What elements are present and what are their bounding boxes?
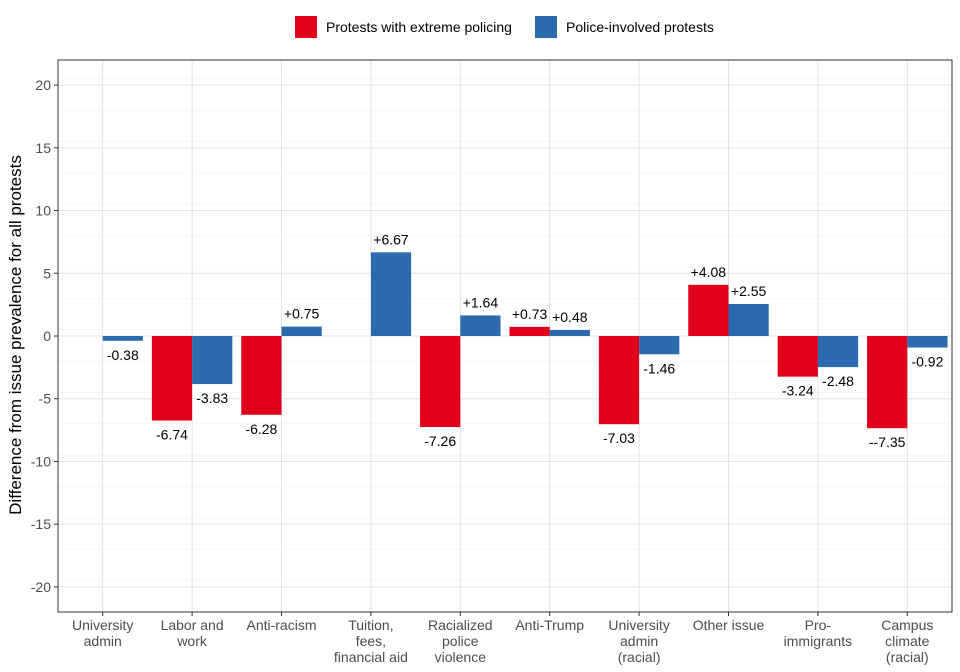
data-label: -7.26: [424, 433, 456, 449]
y-tick-label: 10: [35, 203, 51, 219]
legend-label: Protests with extreme policing: [326, 19, 512, 35]
legend-key: [295, 16, 317, 38]
y-tick-label: 20: [35, 77, 51, 93]
data-label: -6.28: [245, 421, 277, 437]
x-tick-label: Tuition, fees, financial aid: [334, 617, 408, 665]
x-tick-label-line: immigrants: [784, 633, 852, 649]
y-tick-label: 15: [35, 140, 51, 156]
bar: [598, 336, 640, 425]
x-tick-label: Racialized police violence: [428, 617, 493, 665]
x-tick-label: Labor and work: [161, 617, 224, 649]
x-tick-label: University admin (racial): [608, 617, 669, 665]
x-tick-label-line: police: [442, 633, 479, 649]
bar: [420, 336, 461, 428]
x-tick-label: Anti-Trump: [515, 617, 584, 633]
bar: [370, 252, 412, 336]
data-label: +0.73: [512, 306, 548, 322]
data-label: -6.74: [156, 427, 188, 443]
x-tick-label-line: Anti-Trump: [515, 617, 584, 633]
bar: [241, 336, 282, 415]
x-tick-label-line: Anti-racism: [246, 617, 316, 633]
bar: [549, 329, 590, 336]
y-tick-label: -10: [31, 453, 51, 469]
bar: [907, 336, 948, 348]
x-tick-label: Anti-racism: [246, 617, 316, 633]
x-tick-label-line: (racial): [886, 649, 929, 665]
bar: [281, 326, 322, 336]
x-tick-label-line: financial aid: [334, 649, 408, 665]
data-label: -1.46: [643, 360, 675, 376]
bar: [817, 336, 859, 368]
data-label: +2.55: [731, 283, 767, 299]
data-label: -7.03: [603, 430, 635, 446]
x-tick-label-line: violence: [435, 649, 487, 665]
y-axis-title: Difference from issue prevalence for all…: [6, 155, 25, 515]
x-tick-label-line: Pro-: [805, 617, 832, 633]
x-tick-label-line: University: [608, 617, 669, 633]
data-label: +0.48: [552, 309, 588, 325]
x-tick-label: Campus climate (racial): [881, 617, 933, 665]
data-label: -3.24: [782, 383, 814, 399]
y-tick-label: 5: [43, 265, 51, 281]
x-tick-label: Other issue: [693, 617, 765, 633]
bar: [509, 326, 550, 336]
legend-label: Police-involved protests: [566, 19, 714, 35]
data-label: +6.67: [373, 231, 409, 247]
x-tick-label-line: Tuition,: [348, 617, 393, 633]
x-tick-label-line: admin: [620, 633, 658, 649]
bar: [102, 336, 143, 341]
x-tick-label-line: climate: [885, 633, 930, 649]
bar: [151, 336, 193, 421]
bar: [639, 336, 680, 355]
y-tick-label: -15: [31, 516, 51, 532]
x-tick-label-line: fees,: [356, 633, 386, 649]
x-tick-label: University admin: [72, 617, 133, 649]
data-label: +1.64: [463, 294, 499, 310]
bar: [777, 336, 818, 377]
data-label: -0.92: [911, 354, 943, 370]
x-tick-label-line: Labor and: [161, 617, 224, 633]
bar: [728, 304, 769, 336]
x-tick-label-line: work: [176, 633, 208, 649]
bar: [192, 336, 233, 385]
legend: Protests with extreme policing Police-inv…: [295, 16, 714, 38]
data-label: -0.38: [107, 347, 139, 363]
x-tick-label: Pro-immigrants: [784, 617, 852, 649]
x-tick-label-line: University: [72, 617, 133, 633]
x-tick-label-line: admin: [84, 633, 122, 649]
plot-area: -20 -15 -10 -5 0 5 10 15 20 -6.74 -6.28 -7.26 +0.73 -…: [31, 59, 953, 665]
bar: [867, 336, 908, 429]
y-tick-label: 0: [43, 328, 51, 344]
data-label: -3.83: [196, 390, 228, 406]
y-tick-label: -20: [31, 579, 51, 595]
plot-border: [57, 59, 953, 613]
data-label: +4.08: [691, 264, 727, 280]
x-tick-label-line: Other issue: [693, 617, 765, 633]
x-tick-label-line: (racial): [618, 649, 661, 665]
x-tick-label-line: Campus: [881, 617, 933, 633]
x-tick-label-line: Racialized: [428, 617, 493, 633]
data-label: +0.75: [284, 306, 320, 322]
data-label: -2.48: [822, 373, 854, 389]
bar: [460, 315, 501, 336]
data-label: --7.35: [869, 434, 906, 450]
y-tick-label: -5: [39, 391, 52, 407]
legend-key: [535, 16, 557, 38]
bar: [688, 284, 729, 336]
